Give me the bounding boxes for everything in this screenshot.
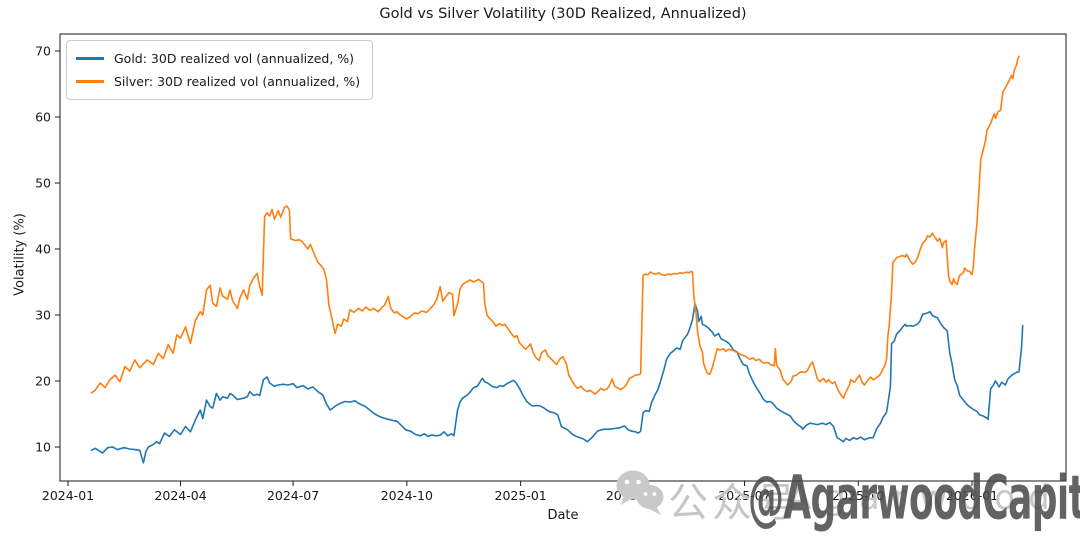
legend-label-gold: Gold: 30D realized vol (annualized, %) [114,51,355,66]
svg-text:2024-10: 2024-10 [381,488,433,503]
svg-text:30: 30 [35,308,51,323]
svg-text:2024-07: 2024-07 [267,488,319,503]
svg-text:20: 20 [35,374,51,389]
legend-label-silver: Silver: 30D realized vol (annualized, %) [114,74,361,89]
svg-text:60: 60 [35,110,51,125]
svg-text:40: 40 [35,242,51,257]
legend-item-silver: Silver: 30D realized vol (annualized, %) [76,70,360,93]
legend: Gold: 30D realized vol (annualized, %) S… [66,40,374,100]
svg-text:2025-04: 2025-04 [606,488,658,503]
svg-text:2024-01: 2024-01 [42,488,94,503]
svg-text:2025-07: 2025-07 [718,488,770,503]
svg-text:10: 10 [35,440,51,455]
svg-text:2026-01: 2026-01 [946,488,998,503]
svg-text:50: 50 [35,176,51,191]
chart-title: Gold vs Silver Volatility (30D Realized,… [379,6,747,22]
svg-text:70: 70 [35,44,51,59]
silver-line-sample [76,80,104,83]
gold-line-sample [76,57,104,60]
svg-text:2025-10: 2025-10 [832,488,884,503]
x-axis-label: Date [547,508,579,523]
svg-text:2025-01: 2025-01 [495,488,547,503]
legend-item-gold: Gold: 30D realized vol (annualized, %) [76,47,360,70]
y-axis-label: Volatility (%) [12,213,28,296]
svg-text:2024-04: 2024-04 [154,488,206,503]
